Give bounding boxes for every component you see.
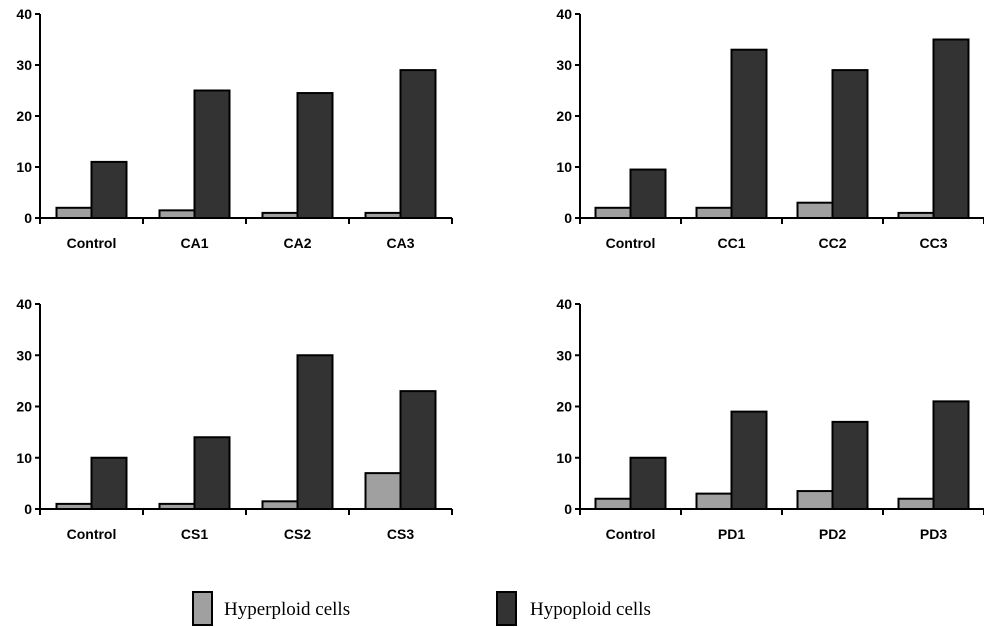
- category-label: CA2: [283, 235, 311, 251]
- category-label: Control: [67, 526, 117, 542]
- chart-panel-1: 0 10 20 30 40 Control CA1 CA2 CA3: [16, 6, 453, 251]
- hyperploid-bar-cc2: [796, 201, 834, 219]
- hypoploid-bar-control: [90, 456, 128, 510]
- category-label: CS3: [387, 526, 414, 542]
- hyperploid-bar-pd3: [897, 497, 935, 510]
- y-tick-label: 0: [24, 210, 32, 226]
- hypoploid-bar-ca2: [296, 92, 334, 219]
- category-label: Control: [606, 526, 656, 542]
- hypoploid-bar-pd2: [831, 420, 869, 510]
- y-tick-label: 30: [556, 347, 572, 363]
- hyperploid-bar-cc1: [695, 206, 733, 220]
- hyperploid-bar-control: [594, 497, 632, 510]
- y-tick-label: 10: [16, 159, 32, 175]
- hyperploid-bar-cs1: [158, 502, 196, 510]
- hyperploid-bar-pd1: [695, 492, 733, 510]
- hypoploid-bar-ca1: [193, 89, 231, 219]
- category-label: PD1: [718, 526, 745, 542]
- hypoploid-legend-swatch: [496, 591, 517, 626]
- hyperploid-bar-ca3: [364, 211, 402, 219]
- hypoploid-bar-control: [629, 456, 667, 510]
- hypoploid-bar-control: [629, 168, 667, 220]
- y-tick-label: 40: [556, 296, 572, 312]
- category-label: CA1: [180, 235, 208, 251]
- category-label: CS1: [181, 526, 208, 542]
- y-tick-label: 20: [556, 108, 572, 124]
- hyperploid-bar-cs2: [261, 500, 299, 510]
- category-label: Control: [606, 235, 656, 251]
- hypoploid-bar-pd3: [932, 400, 970, 510]
- hypoploid-bar-cs3: [399, 390, 437, 510]
- y-tick-label: 40: [556, 6, 572, 22]
- hypoploid-bar-cs2: [296, 354, 334, 510]
- hypoploid-bar-cc2: [831, 69, 869, 219]
- hyperploid-legend-swatch: [192, 591, 213, 626]
- y-tick-label: 10: [556, 159, 572, 175]
- y-tick-label: 0: [24, 501, 32, 517]
- y-tick-label: 40: [16, 296, 32, 312]
- category-label: CC1: [717, 235, 745, 251]
- category-label: PD2: [819, 526, 846, 542]
- hyperploid-bar-control: [55, 206, 93, 220]
- hypoploid-bar-cs1: [193, 436, 231, 510]
- y-tick-label: 20: [16, 108, 32, 124]
- y-tick-label: 10: [556, 450, 572, 466]
- chart-panel-3: 0 10 20 30 40 Control CS1 CS2 CS3: [16, 296, 453, 542]
- y-tick-label: 0: [564, 501, 572, 517]
- hypoploid-bar-pd1: [730, 410, 768, 510]
- chart-panel-4: 0 10 20 30 40 Control PD1 PD2 PD3: [556, 296, 984, 542]
- hyperploid-legend-label: Hyperploid cells: [224, 599, 350, 620]
- y-tick-label: 20: [556, 399, 572, 415]
- y-tick-label: 30: [556, 57, 572, 73]
- hypoploid-bar-cc3: [932, 38, 970, 219]
- hypoploid-legend-label: Hypoploid cells: [530, 599, 651, 620]
- category-label: Control: [67, 235, 117, 251]
- y-tick-label: 40: [16, 6, 32, 22]
- hyperploid-bar-control: [594, 206, 632, 220]
- hyperploid-bar-ca1: [158, 209, 196, 220]
- y-tick-label: 10: [16, 450, 32, 466]
- hyperploid-bar-cc3: [897, 211, 935, 219]
- hyperploid-bar-pd2: [796, 490, 834, 510]
- category-label: CA3: [386, 235, 414, 251]
- category-label: PD3: [920, 526, 947, 542]
- chart-panel-2: 0 10 20 30 40 Control CC1 CC2 CC3: [556, 6, 984, 251]
- y-tick-label: 30: [16, 57, 32, 73]
- y-tick-label: 0: [564, 210, 572, 226]
- legend: Hyperploid cells Hypoploid cells: [192, 591, 651, 626]
- hyperploid-bar-cs3: [364, 472, 402, 510]
- category-label: CS2: [284, 526, 311, 542]
- hypoploid-bar-cc1: [730, 48, 768, 220]
- hyperploid-bar-control: [55, 502, 93, 510]
- category-label: CC2: [818, 235, 846, 251]
- y-tick-label: 30: [16, 347, 32, 363]
- y-tick-label: 20: [16, 399, 32, 415]
- category-label: CC3: [919, 235, 947, 251]
- hyperploid-bar-ca2: [261, 211, 299, 219]
- hypoploid-bar-ca3: [399, 69, 437, 219]
- hypoploid-bar-control: [90, 160, 128, 219]
